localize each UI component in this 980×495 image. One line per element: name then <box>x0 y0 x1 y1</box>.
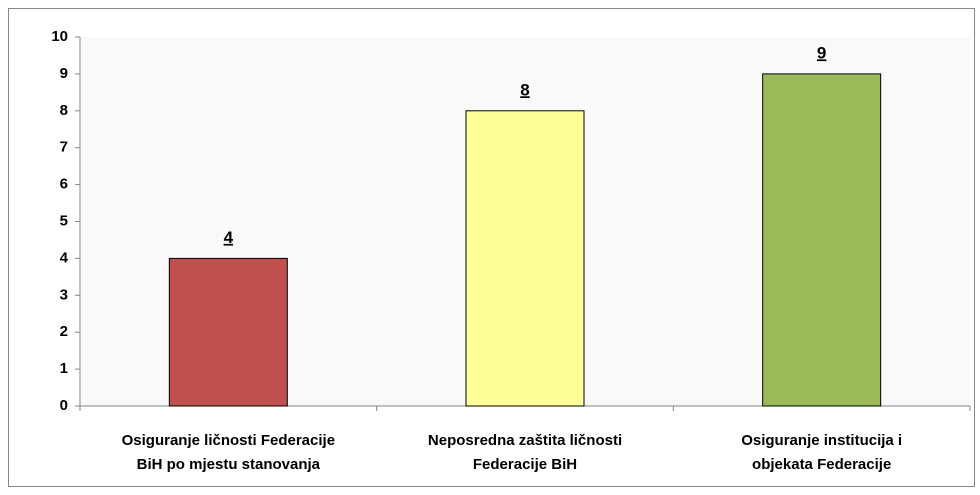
x-tick-label: Osiguranje ličnosti Federacije <box>122 432 335 449</box>
y-tick-label: 10 <box>51 28 68 45</box>
y-tick-label: 3 <box>60 286 68 303</box>
x-tick-label: Osiguranje institucija i <box>741 432 902 449</box>
y-tick-label: 9 <box>60 65 68 82</box>
y-tick-label: 8 <box>60 102 68 119</box>
bar <box>168 257 288 407</box>
y-tick-label: 7 <box>60 139 68 156</box>
x-tick-label: BiH po mjestu stanovanja <box>137 456 321 473</box>
y-tick-label: 4 <box>60 249 69 266</box>
value-label: 4 <box>224 228 234 247</box>
bar <box>762 73 882 407</box>
y-tick-label: 5 <box>60 212 68 229</box>
x-tick-label: objekata Federacije <box>752 456 891 473</box>
bar <box>465 110 585 407</box>
value-label: 8 <box>520 80 529 99</box>
y-tick-label: 2 <box>60 323 68 340</box>
y-tick-label: 0 <box>60 397 68 414</box>
y-tick-label: 6 <box>60 176 68 193</box>
x-tick-label: Federacije BiH <box>473 456 577 473</box>
value-label: 9 <box>817 43 826 62</box>
x-tick-label: Neposredna zaštita ličnosti <box>428 432 622 449</box>
y-tick-label: 1 <box>60 360 68 377</box>
